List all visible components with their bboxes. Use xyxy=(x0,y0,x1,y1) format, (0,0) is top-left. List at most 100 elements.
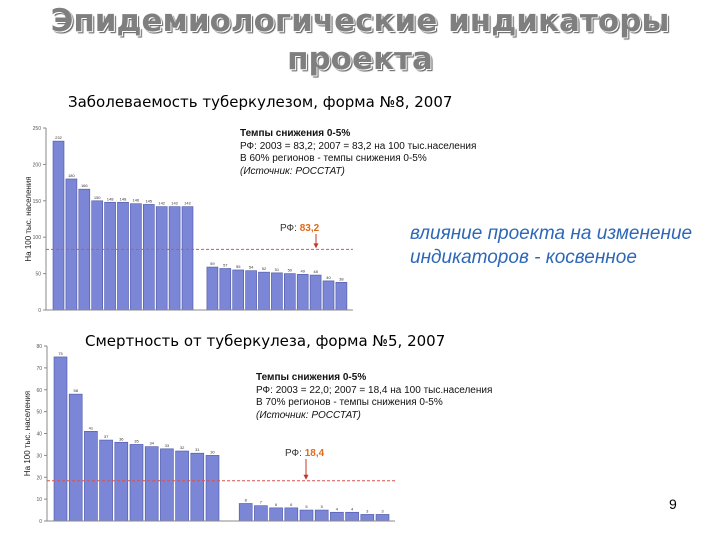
chart1-note-heading: Темпы снижения 0-5% xyxy=(240,128,351,139)
y-tick-label: 0 xyxy=(38,308,41,314)
bar xyxy=(144,446,159,522)
bar-value-label: 36 xyxy=(119,436,124,441)
chart1-note: Темпы снижения 0-5% РФ: 2003 = 83,2; 200… xyxy=(240,128,476,178)
bar xyxy=(271,272,283,311)
bar xyxy=(296,274,309,311)
y-axis-label: На 100 тыс. населения xyxy=(24,176,33,261)
page-number: 9 xyxy=(669,496,677,512)
bar-value-label: 37 xyxy=(104,434,109,439)
bar-value-label: 57 xyxy=(223,263,228,268)
bar xyxy=(190,452,205,522)
bar-value-label: 148 xyxy=(107,196,114,201)
reference-value: 83,2 xyxy=(300,223,320,234)
y-tick-label: 40 xyxy=(36,432,42,438)
bar-value-label: 40 xyxy=(326,275,331,280)
incidence-chart: 0 50 100 150 200 250 На 100 тыс. населения 232 1… xyxy=(24,126,353,314)
bar xyxy=(345,511,359,522)
bar-value-label: 142 xyxy=(184,201,191,206)
y-tick-label: 150 xyxy=(33,199,42,205)
bar-value-label: 38 xyxy=(339,276,344,281)
bar xyxy=(52,140,65,311)
y-tick-label: 20 xyxy=(36,475,42,481)
bar xyxy=(205,455,220,522)
bar-value-label: 5 xyxy=(305,504,308,509)
bar-value-label: 6 xyxy=(275,502,278,507)
bar xyxy=(245,270,257,311)
bar xyxy=(160,448,174,522)
bar-value-label: 41 xyxy=(89,425,94,430)
bar-value-label: 145 xyxy=(145,198,152,203)
chart2-note-line2: В 70% регионов - темпы снижения 0-5% xyxy=(256,397,443,408)
bar xyxy=(117,201,129,311)
bar-value-label: 48 xyxy=(313,269,318,274)
bar-value-label: 55 xyxy=(236,264,241,269)
bar-value-label: 31 xyxy=(195,447,200,452)
chart1-note-line2: В 60% регионов - темпы снижения 0-5% xyxy=(240,153,427,164)
bar-value-label: 142 xyxy=(171,201,178,206)
bar xyxy=(375,514,390,522)
bar-value-label: 32 xyxy=(180,445,185,450)
bar xyxy=(130,203,142,311)
bar xyxy=(143,204,155,311)
y-tick-label: 100 xyxy=(33,235,42,241)
reference-value: 18,4 xyxy=(305,448,325,459)
bar xyxy=(254,505,268,522)
reference-label: РФ: 18,4 xyxy=(285,448,325,459)
slide-title: Эпидемиологические индикаторы проекта xyxy=(50,3,670,77)
bar-value-label: 4 xyxy=(351,506,354,511)
bar xyxy=(84,431,98,522)
bar-value-label: 4 xyxy=(336,506,339,511)
bar xyxy=(258,271,270,311)
chart1-note-line1: РФ: 2003 = 83,2; 2007 = 83,2 на 100 тыс.… xyxy=(240,140,477,152)
bar-value-label: 50 xyxy=(288,268,293,273)
bar xyxy=(335,282,348,311)
y-tick-label: 200 xyxy=(33,162,42,168)
bar-value-label: 35 xyxy=(134,438,139,443)
bar xyxy=(53,356,68,522)
y-tick-label: 250 xyxy=(33,126,42,132)
y-tick-label: 30 xyxy=(36,453,42,459)
reference-label: РФ: 83,2 xyxy=(280,223,320,234)
y-tick-label: 80 xyxy=(36,344,42,350)
y-tick-label: 70 xyxy=(36,366,42,372)
reference-arrowhead xyxy=(303,474,309,480)
bar xyxy=(68,393,83,522)
bar-value-label: 146 xyxy=(133,198,140,203)
y-tick-label: 60 xyxy=(36,388,42,394)
bar xyxy=(219,268,232,311)
bar-value-label: 166 xyxy=(81,183,88,188)
bar xyxy=(322,280,335,311)
bar-value-label: 59 xyxy=(210,261,215,266)
bar xyxy=(283,273,296,311)
chart2-note-heading: Темпы снижения 0-5% xyxy=(256,372,367,383)
bar-value-label: 6 xyxy=(290,502,293,507)
bar xyxy=(114,441,129,522)
chart1-title: Заболеваемость туберкулезом, форма №8, 2… xyxy=(68,93,453,111)
y-tick-label: 50 xyxy=(35,272,41,278)
bar-value-label: 49 xyxy=(300,268,305,273)
chart2-note-source: (Источник: РОССТАТ) xyxy=(256,409,361,421)
bar xyxy=(155,206,168,311)
bar-value-label: 34 xyxy=(149,441,154,446)
chart1-note-source: (Источник: РОССТАТ) xyxy=(240,165,345,177)
bar xyxy=(99,439,113,522)
bar-value-label: 150 xyxy=(94,195,101,200)
chart2-note-line1: РФ: 2003 = 22,0; 2007 = 18,4 на 100 тыс.… xyxy=(256,384,493,396)
bar-value-label: 148 xyxy=(120,196,127,201)
y-axis-label: На 100 тыс. населения xyxy=(23,391,32,476)
bar xyxy=(238,503,253,522)
bar xyxy=(309,274,322,311)
bar xyxy=(175,450,189,522)
bar-value-label: 51 xyxy=(275,267,280,272)
bar-value-label: 58 xyxy=(73,388,78,393)
bar-value-label: 52 xyxy=(262,266,267,271)
influence-statement: влияние проекта на изменение индикаторов… xyxy=(410,223,693,268)
bar-value-label: 7 xyxy=(260,500,263,505)
y-tick-label: 50 xyxy=(36,410,42,416)
bar-value-label: 142 xyxy=(158,201,165,206)
bar xyxy=(360,514,375,522)
bar xyxy=(181,206,194,311)
bar xyxy=(91,200,103,311)
bar-value-label: 3 xyxy=(381,508,384,513)
